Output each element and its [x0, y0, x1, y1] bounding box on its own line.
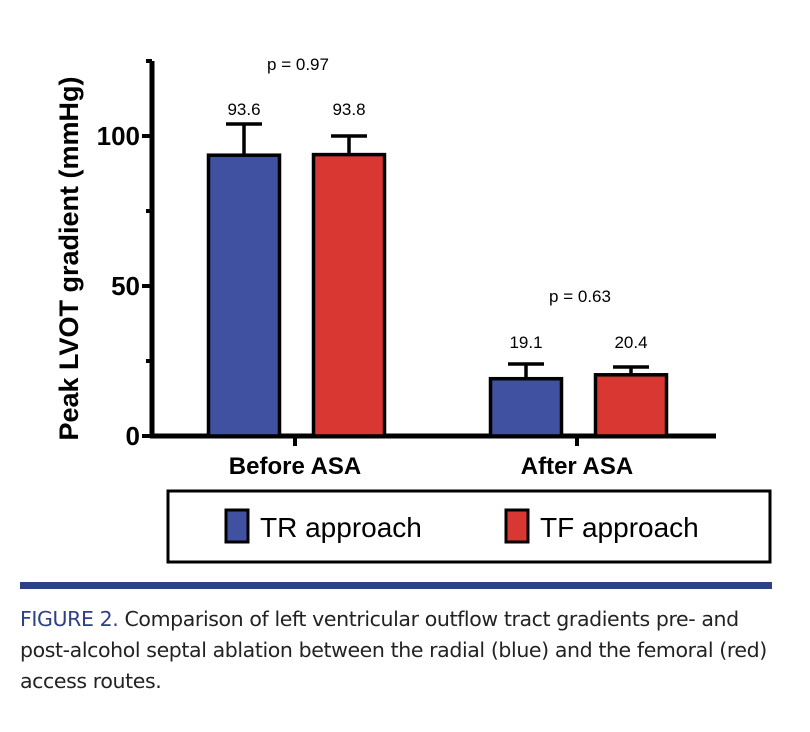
legend-swatch [504, 508, 530, 544]
y-tick-label: 50 [111, 271, 140, 301]
p-value-annotation: p = 0.63 [549, 287, 611, 306]
y-tick-label: 100 [97, 121, 140, 151]
data-label: 93.8 [332, 100, 365, 119]
bar [311, 152, 387, 438]
bar [488, 376, 564, 438]
y-axis-label: Peak LVOT gradient (mmHg) [54, 76, 84, 440]
legend-swatch [224, 508, 250, 544]
x-tick-label: After ASA [521, 453, 633, 480]
legend-label: TR approach [260, 512, 422, 543]
p-value-annotation: p = 0.97 [267, 55, 329, 74]
y-tick-label: 0 [126, 421, 140, 451]
data-label: 93.6 [227, 100, 260, 119]
bar [593, 373, 669, 438]
caption-divider [20, 582, 772, 589]
caption-text: Comparison of left ventricular outflow t… [20, 607, 767, 693]
bar [206, 153, 282, 438]
legend-box [166, 489, 772, 564]
data-label: 20.4 [614, 333, 647, 352]
bar-chart: 0 50 100 Peak LVOT gradient (mmHg) Before AS… [54, 55, 772, 564]
legend-label: TF approach [540, 512, 699, 543]
figure-caption: FIGURE 2. Comparison of left ventricular… [20, 604, 780, 697]
data-label: 19.1 [509, 333, 542, 352]
x-tick-label: Before ASA [229, 453, 361, 480]
figure-label: FIGURE 2. [20, 607, 119, 631]
